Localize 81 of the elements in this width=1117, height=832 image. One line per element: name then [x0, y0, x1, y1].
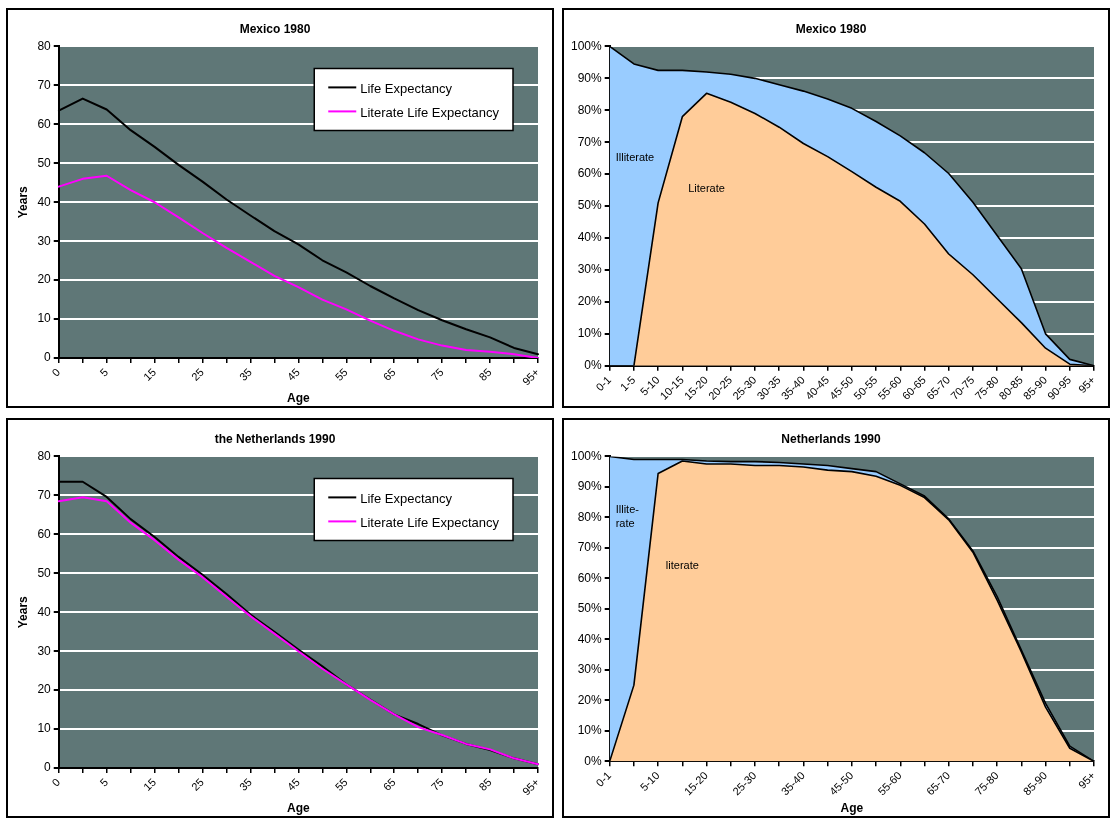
- series-label: Illiterate: [615, 151, 655, 164]
- y-tick-label: 30: [37, 233, 52, 248]
- x-tick-label: 75: [428, 365, 446, 383]
- y-tick-label: 80%: [577, 102, 603, 117]
- y-tick-label: 10: [37, 721, 52, 736]
- y-tick-label: 30%: [577, 262, 603, 277]
- y-tick-label: 60: [37, 116, 52, 131]
- series-label: Illite- rate: [615, 503, 640, 530]
- y-axis-title: Years: [15, 595, 30, 629]
- x-tick-label: 95+: [519, 365, 542, 388]
- x-tick-label: 95+: [519, 775, 542, 798]
- y-tick-label: 70: [37, 77, 52, 92]
- x-tick-label: 15: [141, 365, 159, 383]
- y-tick-label: 20%: [577, 692, 603, 707]
- x-tick-label: 0-1: [593, 769, 614, 789]
- y-tick-label: 30: [37, 643, 52, 658]
- series-label: Literate: [688, 181, 725, 194]
- y-tick-label: 50: [37, 155, 52, 170]
- x-tick-label: 45: [284, 365, 302, 383]
- y-tick-label: 20: [37, 682, 52, 697]
- y-tick-label: 100%: [570, 38, 603, 53]
- y-tick-label: 40%: [577, 230, 603, 245]
- y-tick-label: 10: [37, 311, 52, 326]
- y-tick-label: 60%: [577, 166, 603, 181]
- y-tick-label: 70%: [577, 540, 603, 555]
- x-tick-label: 75: [428, 775, 446, 793]
- chart-title: the Netherlands 1990: [214, 431, 336, 446]
- x-tick-label: 55: [332, 775, 350, 793]
- y-tick-label: 90%: [577, 479, 603, 494]
- y-tick-label: 40: [37, 604, 52, 619]
- x-tick-label: 5: [97, 365, 111, 379]
- legend-label: Literate Life Expectancy: [360, 104, 500, 120]
- x-tick-label: 0-1: [593, 373, 614, 394]
- y-tick-label: 0%: [584, 358, 603, 373]
- y-tick-label: 60%: [577, 570, 603, 585]
- x-tick-label: 15: [141, 775, 159, 793]
- y-tick-label: 80: [37, 38, 52, 53]
- x-tick-label: 85: [476, 365, 494, 383]
- x-tick-label: 65: [380, 775, 398, 793]
- y-tick-label: 60: [37, 526, 52, 541]
- y-tick-label: 50%: [577, 601, 603, 616]
- y-tick-label: 50: [37, 565, 52, 580]
- y-tick-label: 30%: [577, 662, 603, 677]
- x-tick-label: 35: [236, 775, 255, 793]
- y-tick-label: 80%: [577, 509, 603, 524]
- x-tick-label: 5: [97, 775, 111, 789]
- y-tick-label: 0%: [584, 753, 603, 768]
- x-axis-title: Age: [287, 801, 311, 816]
- y-tick-label: 80: [37, 448, 52, 463]
- legend-label: Literate Life Expectancy: [360, 514, 500, 530]
- y-tick-label: 100%: [570, 448, 603, 463]
- legend-label: Life Expectancy: [360, 490, 453, 506]
- x-tick-label: 65: [380, 365, 398, 383]
- x-tick-label: 95+: [1075, 373, 1098, 396]
- chart-title: Netherlands 1990: [781, 431, 882, 446]
- x-tick-label: 25: [188, 365, 207, 383]
- x-axis-title: Age: [287, 391, 311, 406]
- y-tick-label: 10%: [577, 723, 603, 738]
- y-tick-label: 90%: [577, 70, 603, 85]
- x-tick-label: 35: [236, 365, 255, 383]
- y-tick-label: 10%: [577, 326, 603, 341]
- y-tick-label: 70: [37, 487, 52, 502]
- y-tick-label: 50%: [577, 198, 603, 213]
- y-tick-label: 70%: [577, 134, 603, 149]
- y-tick-label: 0: [44, 350, 52, 365]
- legend-label: Life Expectancy: [360, 80, 453, 96]
- y-tick-label: 40%: [577, 631, 603, 646]
- y-axis-title: Years: [15, 185, 30, 219]
- x-tick-label: 1-5: [617, 373, 638, 394]
- x-axis-title: Age: [840, 801, 864, 816]
- x-tick-label: 95+: [1075, 769, 1098, 791]
- chart-title: Mexico 1980: [795, 21, 867, 36]
- y-tick-label: 20%: [577, 294, 603, 309]
- x-tick-label: 85: [476, 775, 494, 793]
- x-tick-label: 45: [284, 775, 302, 793]
- x-tick-label: 25: [188, 775, 207, 793]
- chart-title: Mexico 1980: [239, 21, 311, 36]
- series-label: literate: [665, 559, 699, 572]
- x-tick-label: 55: [332, 365, 350, 383]
- y-tick-label: 20: [37, 272, 52, 287]
- y-tick-label: 40: [37, 194, 52, 209]
